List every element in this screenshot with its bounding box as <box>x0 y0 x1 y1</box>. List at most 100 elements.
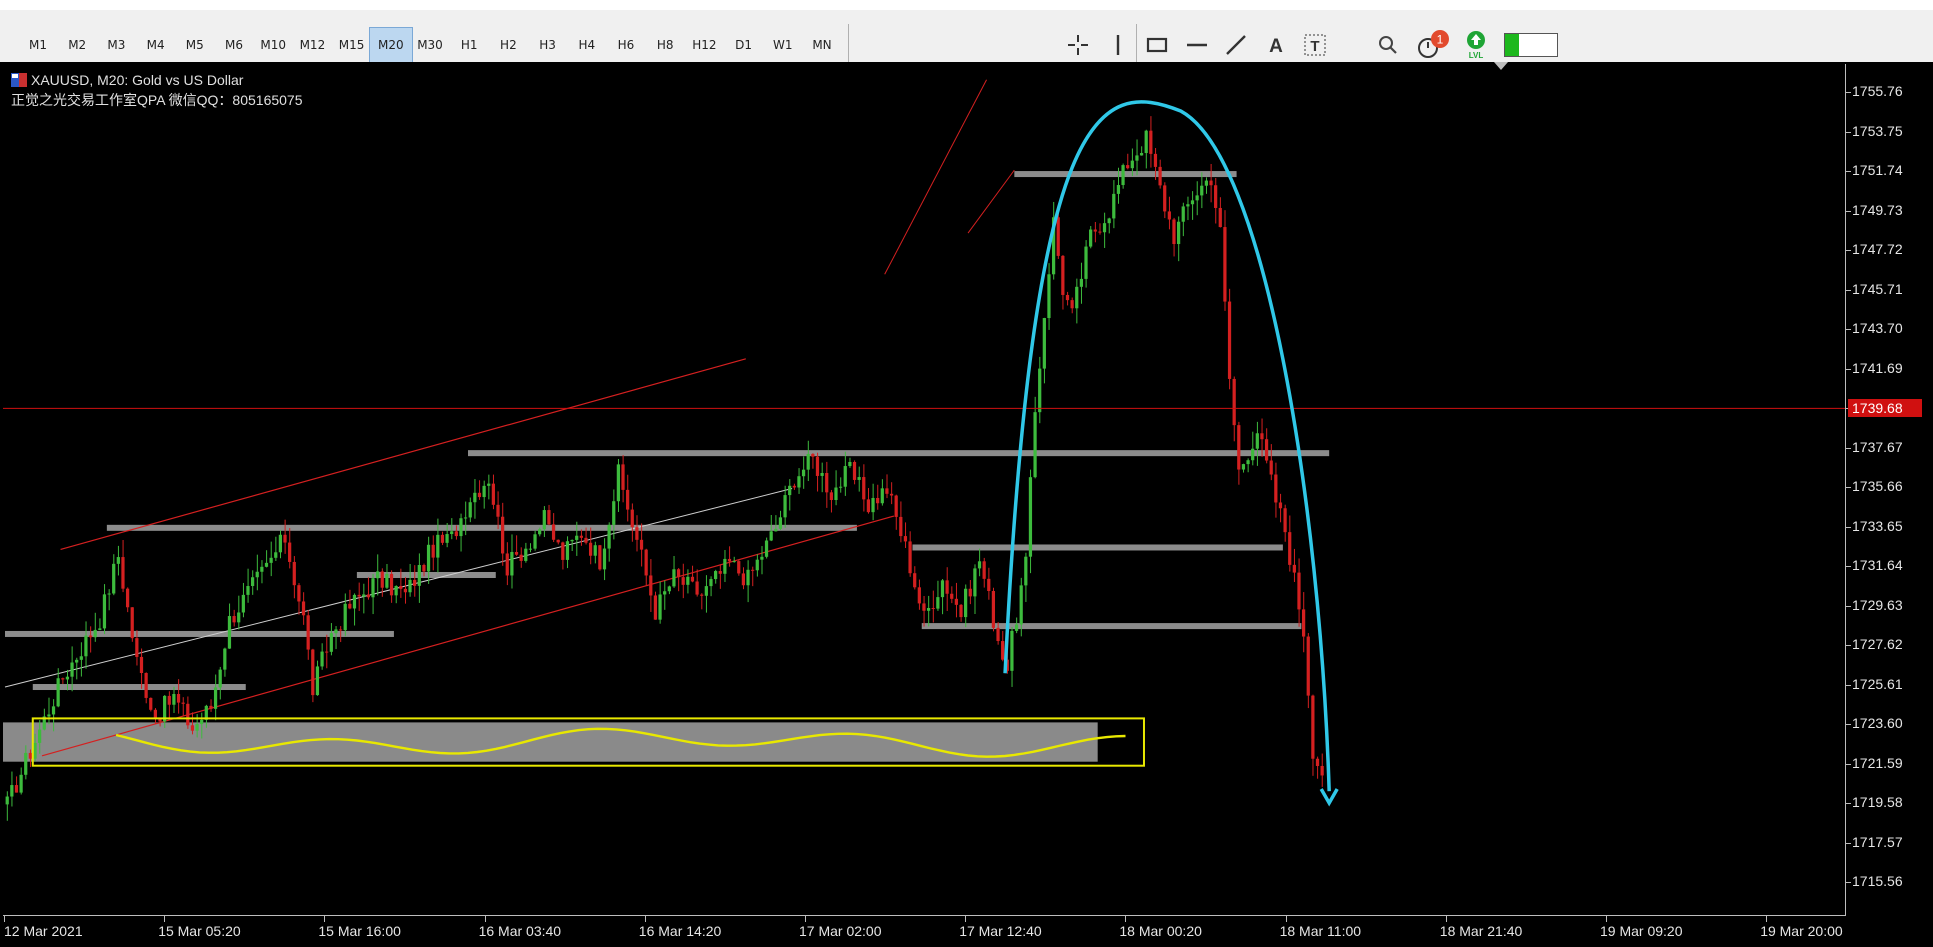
timeframe-h3-button[interactable]: H3 <box>539 38 556 52</box>
timeframe-h4-button[interactable]: H4 <box>578 38 596 52</box>
candle-body <box>561 542 565 560</box>
time-tick-mark <box>484 916 486 922</box>
candle-body <box>1033 412 1037 478</box>
candle-body <box>690 576 695 582</box>
candle-body <box>811 453 815 457</box>
symbol-info: XAUUSD, M20: Gold vs US Dollar <box>11 70 303 90</box>
text-label-icon[interactable]: T <box>1295 26 1335 64</box>
candle-body <box>639 539 644 550</box>
timeframe-m15-button[interactable]: M15 <box>338 38 365 52</box>
candle-body <box>1070 300 1074 309</box>
candle-body <box>426 544 431 572</box>
candle-body <box>1042 318 1046 369</box>
candle-body <box>24 752 28 775</box>
connection-status-bar[interactable] <box>1504 33 1558 57</box>
candle-body <box>93 629 97 638</box>
timeframe-h2-button[interactable]: H2 <box>500 38 517 52</box>
candle-body <box>283 534 287 543</box>
timeframe-m4-button[interactable]: M4 <box>146 38 165 52</box>
price-chart-area[interactable]: XAUUSD, M20: Gold vs US Dollar 正觉之光交易工作室… <box>3 64 1846 916</box>
search-icon[interactable] <box>1368 26 1408 64</box>
timeframe-m5-button[interactable]: M5 <box>185 38 204 52</box>
candle-body <box>588 542 593 556</box>
candle-body <box>463 517 468 519</box>
candle-body <box>264 562 269 567</box>
candle-body <box>593 545 597 556</box>
candle-body <box>190 725 195 731</box>
candlestick-chart[interactable] <box>3 64 1845 915</box>
crosshair-icon[interactable] <box>1058 26 1098 64</box>
timeframe-m2-button[interactable]: M2 <box>68 38 87 52</box>
notifications-icon[interactable]: 1 <box>1412 26 1452 64</box>
chart-shift-marker-icon[interactable] <box>1494 62 1508 72</box>
timeframe-h12-button[interactable]: H12 <box>692 38 717 52</box>
price-tick-label: 1745.71 <box>1852 280 1903 297</box>
price-axis[interactable]: 1755.76 1753.75 1751.74 1749.73 1747.72 1745.… <box>1846 64 1933 915</box>
candle-body <box>519 554 523 561</box>
time-tick-mark <box>1606 916 1607 922</box>
candle-body <box>1186 204 1190 207</box>
timeframe-h1-button[interactable]: H1 <box>460 38 478 52</box>
timeframe-h8-button[interactable]: H8 <box>656 38 674 52</box>
candle-body <box>232 616 236 623</box>
rectangle-icon[interactable] <box>1137 26 1177 64</box>
time-tick-mark <box>965 916 967 922</box>
time-tick-label: 18 Mar 00:20 <box>1119 923 1202 939</box>
timeframe-m1-button[interactable]: M1 <box>29 38 47 52</box>
timeframe-m6-button[interactable]: M6 <box>225 38 243 52</box>
timeframe-m30-button[interactable]: M30 <box>417 38 443 52</box>
toolbar-separator <box>848 24 849 66</box>
candle-body <box>153 709 157 719</box>
chart-window[interactable]: XAUUSD, M20: Gold vs US Dollar 正觉之光交易工作室… <box>0 62 1933 947</box>
timeframe-m20-button[interactable]: M20 <box>368 27 413 63</box>
candle-body <box>1038 368 1042 413</box>
time-tick-mark <box>1766 916 1768 922</box>
candle-body <box>876 497 880 504</box>
candle-body <box>459 518 463 537</box>
timeframe-h6-button[interactable]: H6 <box>617 38 635 52</box>
price-tick-mark <box>1846 605 1851 607</box>
signal-level-icon[interactable]: LVL <box>1456 26 1496 64</box>
timeframe-m3-button[interactable]: M3 <box>107 38 126 52</box>
candle-body <box>144 673 148 698</box>
prediction-arc <box>1003 100 1331 792</box>
trendline-icon[interactable] <box>1216 26 1256 64</box>
horizontal-line-icon[interactable] <box>1177 26 1217 64</box>
timeframe-m10-button[interactable]: M10 <box>260 38 286 52</box>
candle-body <box>301 601 306 616</box>
candle-body <box>116 557 120 564</box>
price-tick-label: 1715.56 <box>1852 873 1903 890</box>
candle-body <box>945 580 949 594</box>
candle-body <box>260 566 264 572</box>
candle-body <box>1075 286 1079 309</box>
timeframe-m12-button[interactable]: M12 <box>299 38 326 52</box>
timeframe-mn-button[interactable]: MN <box>812 38 832 52</box>
candle-body <box>917 587 921 604</box>
candle-body <box>1306 636 1310 696</box>
candle-body <box>547 510 551 525</box>
horizontal-level-line <box>1014 171 1237 178</box>
candle-body <box>84 635 88 657</box>
timeframe-w1-button[interactable]: W1 <box>773 38 793 52</box>
candle-body <box>1098 231 1102 233</box>
chart-toolbar: M1 M2 M3 M4 M5 M6 M10 M12 M15 M20 M30 H1 H2 H3 H4 H6 H8 H… <box>0 10 1933 66</box>
vertical-line-icon[interactable] <box>1098 26 1138 64</box>
candle-body <box>987 578 991 592</box>
candle-body <box>565 541 570 560</box>
time-axis[interactable]: 12 Mar 2021 15 Mar 05:20 15 Mar 16:00 16 Ma… <box>0 916 1846 947</box>
candle-body <box>732 561 736 563</box>
symbol-title: XAUUSD, M20: Gold vs US Dollar <box>31 72 244 88</box>
candle-body <box>959 604 963 618</box>
candle-body <box>33 742 37 759</box>
text-icon[interactable]: A <box>1256 26 1296 64</box>
time-tick-label: 19 Mar 20:00 <box>1760 923 1843 939</box>
timeframe-d1-button[interactable]: D1 <box>735 38 753 52</box>
candle-body <box>1237 425 1241 470</box>
yellow-average-curve <box>115 727 1126 758</box>
price-tick-mark <box>1846 171 1851 173</box>
price-tick-mark <box>1846 487 1851 489</box>
candle-body <box>1135 155 1139 161</box>
candle-body <box>1079 278 1083 287</box>
time-tick-mark <box>1445 916 1447 922</box>
candle-body <box>376 571 380 579</box>
